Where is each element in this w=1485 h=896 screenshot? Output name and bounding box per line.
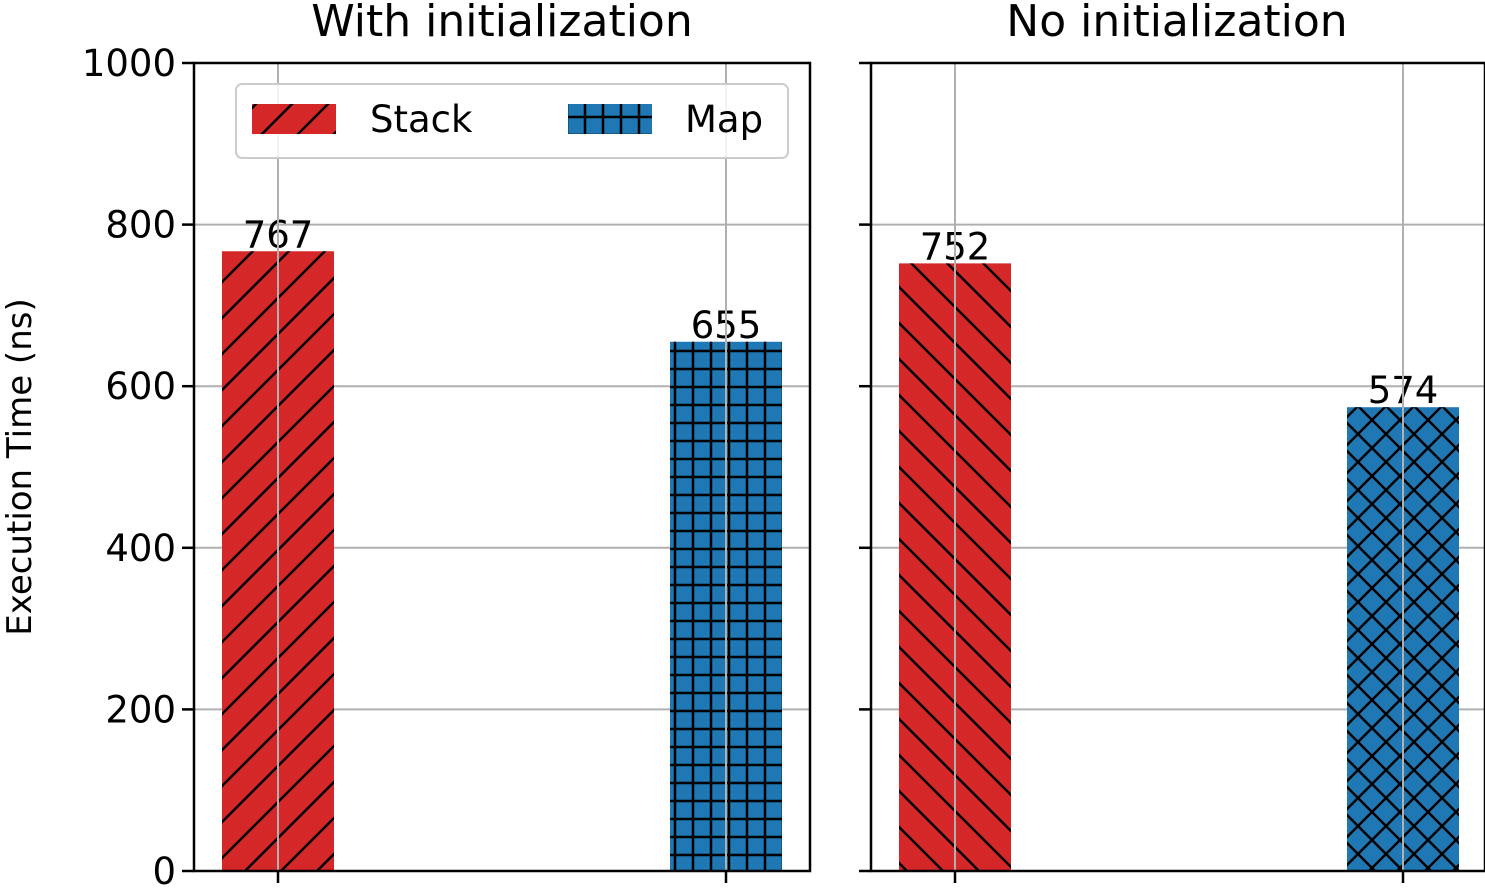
y-tick-label: 400 xyxy=(105,527,176,570)
panel-title: No initialization xyxy=(1006,0,1347,47)
legend-label-stack: Stack xyxy=(370,98,473,141)
panel-title: With initialization xyxy=(311,0,692,47)
y-tick-label: 200 xyxy=(105,688,176,731)
y-tick-label: 600 xyxy=(105,365,176,408)
axes-frame xyxy=(192,61,812,873)
legend-swatch-stack-hatch xyxy=(252,104,336,134)
legend-label-map: Map xyxy=(685,98,763,141)
axes xyxy=(859,61,1485,883)
y-tick-label: 1000 xyxy=(82,42,176,85)
y-tick-label: 800 xyxy=(105,204,176,247)
axes-frame xyxy=(869,61,1485,873)
legend-frame xyxy=(235,83,789,159)
y-axis-label: Execution Time (ns) xyxy=(0,298,40,635)
legend: Stack Map xyxy=(235,83,789,159)
axes: 0 200 400 600 800 1000 xyxy=(82,42,812,893)
legend-swatch-map-hatch xyxy=(568,104,652,134)
y-tick-label: 0 xyxy=(152,850,176,893)
